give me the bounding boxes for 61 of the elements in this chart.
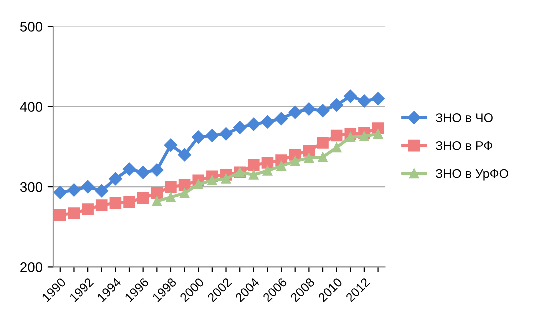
point: [136, 166, 150, 180]
point: [276, 161, 286, 172]
legend-label: ЗНО в РФ: [436, 141, 492, 150]
point: [109, 172, 122, 186]
point: [150, 164, 164, 177]
point: [194, 180, 204, 190]
point: [82, 204, 94, 216]
point: [372, 92, 385, 106]
point: [318, 152, 328, 162]
point: [110, 197, 122, 209]
point: [332, 142, 342, 153]
point: [302, 102, 316, 116]
point: [124, 196, 136, 208]
point: [54, 209, 66, 221]
y-tick-label: 200: [20, 262, 43, 272]
point: [178, 148, 192, 162]
y-tick-label: 300: [20, 182, 43, 192]
point: [274, 112, 288, 126]
point: [165, 181, 177, 193]
point: [151, 188, 164, 200]
point: [180, 188, 190, 198]
point: [304, 153, 314, 164]
point: [317, 137, 329, 149]
point: [96, 200, 108, 212]
point: [290, 156, 300, 166]
legend-label: ЗНО в ЧО: [436, 114, 493, 122]
point: [68, 208, 80, 220]
point: [330, 98, 344, 112]
point: [261, 116, 274, 129]
point: [81, 180, 95, 194]
point: [248, 159, 260, 172]
point: [262, 157, 274, 169]
point: [316, 104, 330, 118]
point: [360, 132, 370, 142]
point: [346, 132, 356, 142]
point: [249, 170, 259, 180]
point: [208, 176, 218, 186]
point: [233, 121, 247, 134]
point: [54, 186, 67, 200]
point: [330, 130, 343, 142]
point: [220, 128, 233, 141]
point: [122, 162, 136, 176]
point: [247, 118, 260, 132]
point: [164, 138, 178, 152]
point: [137, 192, 150, 204]
point: [166, 192, 176, 202]
point: [373, 129, 384, 139]
point: [344, 90, 358, 104]
point: [288, 106, 302, 120]
legend-label: ЗНО в УрФО: [436, 169, 508, 181]
point: [303, 145, 316, 157]
y-tick-label: 400: [20, 102, 43, 112]
y-tick-label: 500: [20, 22, 43, 32]
point: [95, 184, 108, 198]
point: [221, 174, 232, 184]
point: [358, 94, 372, 108]
point: [152, 196, 162, 206]
point: [192, 130, 206, 144]
point: [206, 129, 220, 142]
point: [262, 166, 273, 176]
point: [68, 184, 81, 197]
